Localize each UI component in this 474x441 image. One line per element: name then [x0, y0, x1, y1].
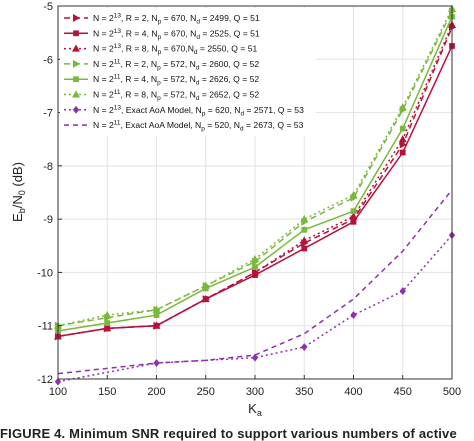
x-tick-label: 350: [295, 386, 313, 398]
y-axis-title: Eb/N0 (dB): [10, 162, 27, 222]
data-point: [301, 245, 308, 252]
legend-label: N = 211, Exact AoA Model, Np = 520, Nd =…: [93, 120, 304, 133]
data-point: [251, 353, 259, 362]
legend-swatch-marker: [73, 76, 79, 83]
data-point: [104, 320, 111, 326]
data-point: [350, 208, 357, 215]
x-tick-label: 300: [246, 386, 264, 398]
data-point: [350, 311, 357, 319]
data-point: [301, 226, 308, 233]
series-line: [57, 189, 453, 375]
x-axis-title: Ka: [248, 401, 262, 418]
legend-entry: N = 213, R = 4, Np = 670, Nd = 2525, Q =…: [64, 28, 260, 41]
line-chart: 100 150 200 250 300 350 400 450 500 -12 -11 -10 -9 -8…: [10, 1, 461, 418]
data-point: [350, 218, 357, 225]
series-line: [57, 10, 453, 327]
legend-swatch-marker: [72, 105, 80, 114]
data-point: [153, 312, 160, 318]
legend-swatch-marker: [72, 14, 81, 22]
legend-swatch-marker: [72, 59, 81, 68]
legend-label: N = 211, R = 4, Np = 572, Nd = 2626, Q =…: [93, 74, 259, 87]
data-point: [398, 135, 407, 143]
legend-entry: N = 213, Exact AoA Model, Np = 620, Nd =…: [64, 104, 304, 117]
data-point: [301, 343, 308, 351]
legend-entry: N = 211, R = 8, Np = 572, Nd = 2652, Q =…: [64, 89, 259, 102]
data-point: [103, 310, 112, 319]
legend: N = 213, R = 2, Np = 670, Nd = 2499, Q =…: [60, 8, 316, 136]
data-point: [300, 236, 309, 244]
data-point: [201, 281, 210, 289]
legend-swatch-marker: [72, 44, 80, 52]
legend-entry: N = 211, R = 2, Np = 572, Nd = 2600, Q =…: [64, 58, 259, 71]
legend-label: N = 213, Exact AoA Model, Np = 620, Nd =…: [93, 104, 304, 117]
data-point: [349, 191, 358, 199]
data-point: [152, 321, 161, 329]
legend-label: N = 213, R = 2, Np = 670, Nd = 2499, Q =…: [93, 13, 260, 26]
data-point: [349, 212, 358, 220]
x-tick-label: 100: [49, 386, 67, 398]
legend-swatch-marker: [72, 90, 80, 98]
data-point: [251, 268, 259, 276]
legend-label: N = 213, R = 4, Np = 670, Nd = 2525, Q =…: [93, 28, 260, 41]
x-tick-label: 500: [443, 386, 461, 398]
data-point: [103, 324, 112, 332]
data-point: [152, 305, 161, 313]
legend-label: N = 211, R = 8, Np = 572, Nd = 2652, Q =…: [93, 89, 259, 102]
legend-entry: N = 211, R = 4, Np = 572, Nd = 2626, Q =…: [64, 74, 259, 87]
data-point: [398, 103, 407, 111]
x-tick-label: 250: [197, 386, 215, 398]
y-tick-label: -8: [43, 161, 53, 173]
x-tick-label: 150: [98, 386, 116, 398]
y-tick-label: -7: [43, 108, 53, 120]
x-tick-label: 400: [344, 386, 362, 398]
figure-caption: FIGURE 4. Minimum SNR required to suppor…: [0, 426, 457, 441]
legend-entry: N = 213, R = 8, Np = 670,Nd = 2550, Q = …: [64, 43, 257, 56]
legend-box: [60, 8, 316, 136]
x-tick-label: 450: [394, 386, 412, 398]
data-point: [399, 149, 406, 156]
series-6: [54, 4, 456, 329]
series-8: [57, 189, 453, 375]
data-point: [54, 377, 62, 386]
x-tick-label: 200: [147, 386, 165, 398]
data-point: [300, 215, 309, 223]
y-tick-label: -5: [43, 1, 53, 13]
legend-label: N = 213, R = 8, Np = 670,Nd = 2550, Q = …: [93, 43, 257, 56]
data-point: [252, 264, 258, 270]
data-point: [201, 294, 210, 303]
y-tick-label: -6: [43, 54, 53, 66]
ticks: 100 150 200 250 300 350 400 450 500 -12 -11 -10 -9 -8…: [37, 1, 461, 398]
y-tick-label: -12: [37, 374, 53, 386]
series-3: [54, 20, 456, 340]
data-point: [399, 287, 406, 296]
legend-swatch-marker: [73, 30, 79, 37]
y-tick-label: -9: [43, 214, 53, 226]
y-tick-label: -11: [38, 321, 53, 333]
series-layer: [54, 4, 457, 386]
legend-entry: N = 211, Exact AoA Model, Np = 520, Nd =…: [64, 120, 304, 133]
data-point: [399, 125, 406, 132]
data-point: [251, 254, 259, 263]
y-tick-label: -10: [37, 267, 53, 279]
legend-label: N = 211, R = 2, Np = 572, Nd = 2600, Q =…: [93, 58, 259, 71]
legend-entry: N = 213, R = 2, Np = 670, Nd = 2499, Q =…: [64, 13, 260, 26]
